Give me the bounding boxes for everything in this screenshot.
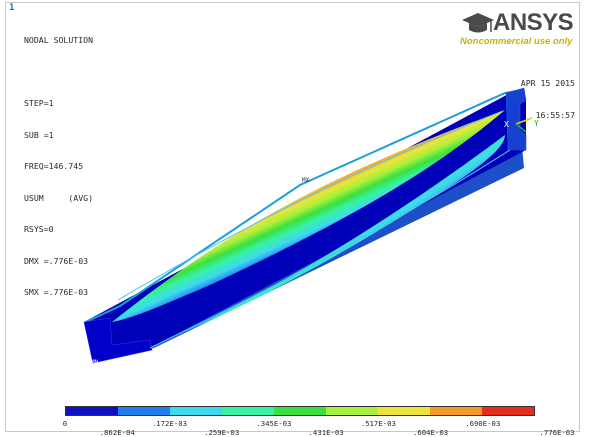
legend-band-6 [378, 407, 430, 415]
graduation-cap-icon [462, 13, 494, 33]
info-sub: SUB =1 [24, 129, 54, 140]
info-dmx: DMX =.776E-03 [24, 255, 89, 266]
legend-band-1 [118, 407, 170, 415]
legend-band-0 [66, 407, 118, 415]
legend-label-top-2: .345E-03 [256, 419, 292, 428]
legend-label-bottom-3: .604E-03 [412, 428, 449, 437]
min-marker: MN [91, 359, 99, 366]
graphics-window[interactable] [5, 2, 580, 432]
info-title: NODAL SOLUTION [24, 35, 94, 45]
legend-label-bottom-1: .259E-03 [204, 428, 240, 437]
logo-subtitle: Noncommercial use only [460, 36, 573, 47]
legend-band-7 [430, 407, 482, 415]
color-legend-bar [65, 406, 535, 416]
ansys-logo: ANSYS Noncommercial use only [460, 9, 585, 52]
left-end-face [83, 317, 153, 364]
legend-label-bottom-4: .776E-03 [539, 428, 575, 437]
info-step: STEP=1 [24, 98, 54, 108]
solution-info: NODAL SOLUTION STEP=1 SUB =1 FREQ=146.74… [24, 14, 93, 308]
date-text: APR 15 2015 [520, 78, 575, 88]
legend-band-5 [326, 407, 378, 415]
info-smx: SMX =.776E-03 [24, 287, 89, 297]
info-rsys: RSYS=0 [24, 224, 54, 234]
coordinate-triad: X Y [504, 117, 539, 133]
legend-label-bottom-2: .431E-03 [308, 428, 344, 437]
max-marker: MX [302, 177, 310, 184]
time-text: 16:55:57 [535, 109, 575, 120]
legend-label-top-1: .172E-03 [151, 419, 188, 428]
legend-band-8 [482, 407, 534, 415]
triad-y-label: Y [534, 119, 539, 128]
legend-band-3 [222, 407, 274, 415]
legend-label-top-3: .517E-03 [360, 419, 396, 428]
legend-band-4 [274, 407, 326, 415]
window-number: 1 [9, 3, 15, 13]
logo-text: ANSYS [493, 9, 574, 36]
flange-lines [117, 111, 511, 349]
info-usum: USUM (AVG) [24, 192, 94, 203]
right-end-face [505, 87, 527, 151]
date-time: APR 15 2015 16:55:57 [493, 57, 575, 131]
info-freq: FREQ=146.745 [24, 161, 84, 171]
legend-label-bottom-0: .862E-04 [99, 428, 135, 437]
top-contour [112, 110, 505, 322]
legend-label-top-0: 0 [62, 419, 68, 428]
legend-label-top-4: .690E-03 [465, 419, 501, 428]
triad-x-label: X [504, 120, 509, 129]
legend-band-2 [170, 407, 222, 415]
